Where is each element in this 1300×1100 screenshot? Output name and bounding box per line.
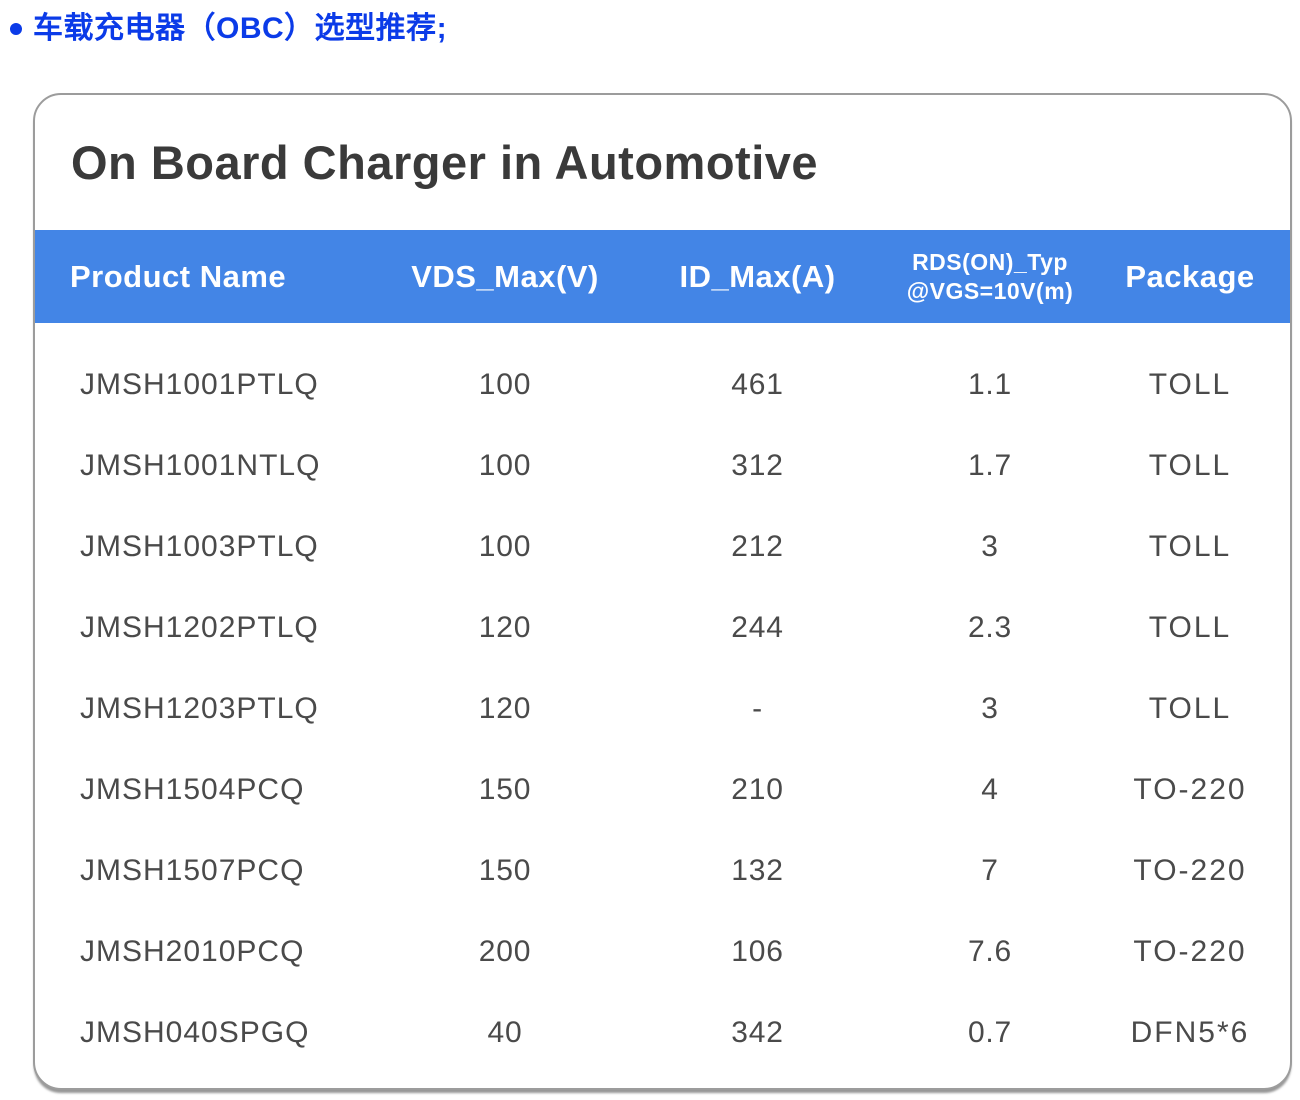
cell-product-name: JMSH1001PTLQ (80, 367, 319, 401)
cell-rds-typ: 1.1 (967, 367, 1013, 401)
cell-product-name: JMSH1001NTLQ (80, 448, 321, 482)
table-row: JMSH040SPGQ 40 342 0.7 DFN5*6 (35, 992, 1290, 1073)
cell-rds-typ: 7.6 (967, 934, 1013, 968)
cell-vds-max: 120 (478, 691, 532, 725)
cell-vds-max: 200 (478, 934, 532, 968)
cell-product-name: JMSH1003PTLQ (80, 529, 319, 563)
cell-id-max: 106 (731, 934, 784, 968)
rds-header-line2: @VGS=10V(m) (906, 277, 1074, 304)
obc-selection-card: On Board Charger in Automotive Product N… (33, 93, 1292, 1090)
cell-id-max: 132 (731, 853, 784, 887)
cell-rds-typ: 3 (981, 529, 999, 563)
cell-id-max: - (752, 691, 763, 725)
table-row: JMSH1001NTLQ 100 312 1.7 TOLL (35, 425, 1290, 506)
cell-rds-typ: 4 (981, 772, 999, 806)
bullet-icon (10, 22, 22, 35)
cell-package: TOLL (1148, 448, 1232, 482)
table-row: JMSH1001PTLQ 100 461 1.1 TOLL (35, 344, 1290, 425)
cell-vds-max: 100 (478, 367, 532, 401)
table-row: JMSH1203PTLQ 120 - 3 TOLL (35, 668, 1290, 749)
cell-package: TOLL (1148, 610, 1232, 644)
cell-rds-typ: 2.3 (967, 610, 1013, 644)
column-header-vds-max: VDS_Max(V) (411, 258, 599, 294)
cell-product-name: JMSH1202PTLQ (80, 610, 319, 644)
table-header-row: Product Name VDS_Max(V) ID_Max(A) RDS(ON… (35, 230, 1290, 323)
section-heading-text: 车载充电器（OBC）选型推荐; (33, 12, 448, 45)
column-header-package: Package (1125, 258, 1255, 294)
table-row: JMSH1504PCQ 150 210 4 TO-220 (35, 749, 1290, 830)
cell-id-max: 212 (731, 529, 784, 563)
cell-vds-max: 120 (478, 610, 532, 644)
cell-product-name: JMSH1203PTLQ (80, 691, 319, 725)
table-row: JMSH2010PCQ 200 106 7.6 TO-220 (35, 911, 1290, 992)
cell-package: TO-220 (1133, 853, 1247, 887)
column-header-product-name: Product Name (70, 258, 287, 294)
column-header-rds-on-typ: RDS(ON)_Typ @VGS=10V(m) (890, 248, 1090, 306)
cell-product-name: JMSH1507PCQ (80, 853, 305, 887)
cell-rds-typ: 0.7 (967, 1015, 1013, 1049)
cell-id-max: 342 (731, 1015, 784, 1049)
section-heading: 车载充电器（OBC）选型推荐; (10, 12, 447, 45)
table-body: JMSH1001PTLQ 100 461 1.1 TOLL JMSH1001NT… (35, 323, 1290, 1073)
cell-id-max: 312 (731, 448, 784, 482)
column-header-id-max: ID_Max(A) (679, 258, 836, 294)
cell-product-name: JMSH2010PCQ (80, 934, 305, 968)
rds-header-line1: RDS(ON)_Typ (912, 248, 1068, 275)
table-row: JMSH1003PTLQ 100 212 3 TOLL (35, 506, 1290, 587)
cell-package: TO-220 (1133, 772, 1247, 806)
table-row: JMSH1202PTLQ 120 244 2.3 TOLL (35, 587, 1290, 668)
cell-rds-typ: 3 (981, 691, 999, 725)
cell-rds-typ: 1.7 (967, 448, 1013, 482)
table-row: JMSH1507PCQ 150 132 7 TO-220 (35, 830, 1290, 911)
cell-product-name: JMSH1504PCQ (80, 772, 305, 806)
cell-package: TO-220 (1133, 934, 1247, 968)
cell-package: TOLL (1148, 691, 1232, 725)
cell-package: DFN5*6 (1130, 1015, 1250, 1049)
cell-id-max: 461 (731, 367, 784, 401)
cell-id-max: 244 (731, 610, 784, 644)
cell-vds-max: 150 (478, 853, 532, 887)
cell-product-name: JMSH040SPGQ (80, 1015, 310, 1049)
card-title-area: On Board Charger in Automotive (35, 95, 1290, 230)
cell-vds-max: 100 (478, 448, 532, 482)
card-title: On Board Charger in Automotive (71, 136, 819, 189)
cell-vds-max: 100 (478, 529, 532, 563)
cell-package: TOLL (1148, 367, 1232, 401)
cell-vds-max: 150 (478, 772, 532, 806)
cell-vds-max: 40 (487, 1015, 523, 1049)
cell-package: TOLL (1148, 529, 1232, 563)
cell-rds-typ: 7 (981, 853, 999, 887)
cell-id-max: 210 (731, 772, 784, 806)
